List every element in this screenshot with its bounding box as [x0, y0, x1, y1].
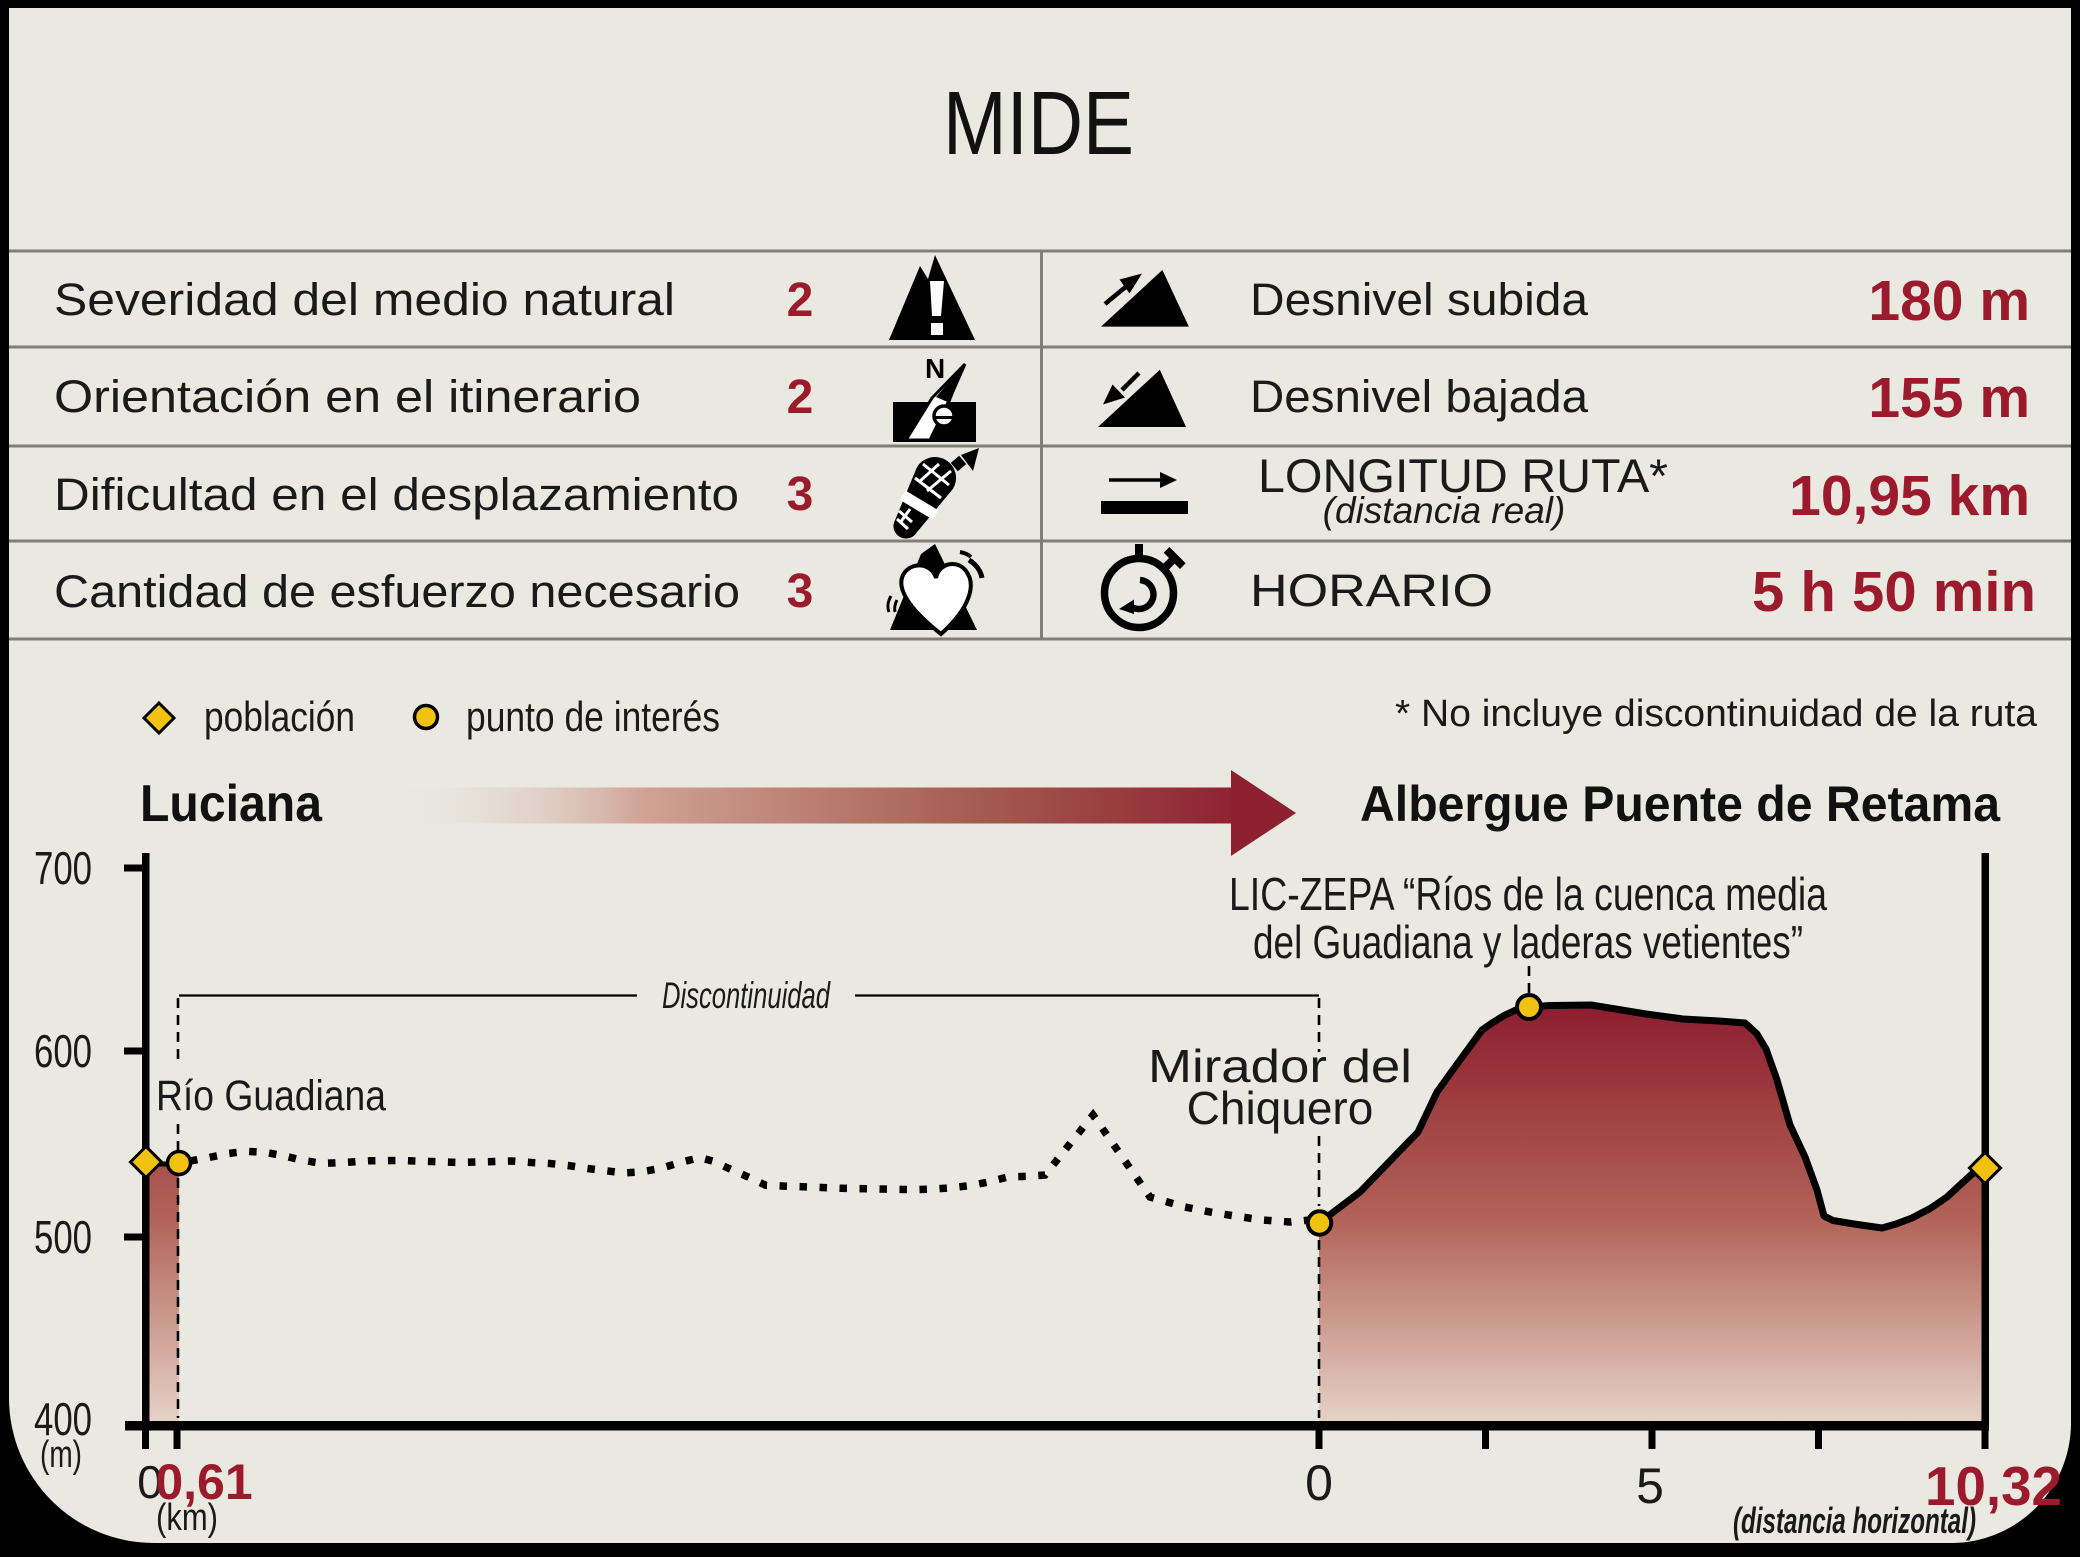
svg-text:700: 700 [34, 842, 92, 894]
svg-text:3: 3 [787, 468, 814, 521]
svg-text:punto de interés: punto de interés [466, 693, 720, 740]
svg-text:(distancia horizontal): (distancia horizontal) [1733, 1500, 1976, 1541]
svg-text:Río Guadiana: Río Guadiana [156, 1072, 386, 1120]
svg-text:3: 3 [787, 565, 814, 618]
svg-text:2: 2 [787, 274, 814, 327]
svg-text:Orientación en el itinerario: Orientación en el itinerario [54, 371, 641, 422]
svg-text:10,95 km: 10,95 km [1789, 464, 2030, 528]
svg-text:5: 5 [1636, 1458, 1664, 1514]
svg-text:0: 0 [137, 1456, 163, 1508]
svg-text:* No incluye discontinuidad de: * No incluye discontinuidad de la ruta [1395, 693, 2038, 735]
svg-text:Severidad del medio natural: Severidad del medio natural [54, 274, 675, 325]
svg-text:Luciana: Luciana [140, 775, 323, 833]
svg-text:Discontinuidad: Discontinuidad [662, 975, 831, 1016]
svg-text:población: población [204, 693, 355, 740]
svg-text:Chiquero: Chiquero [1187, 1082, 1374, 1134]
svg-text:del Guadiana y laderas vetient: del Guadiana y laderas vetientes” [1253, 916, 1803, 968]
svg-text:180 m: 180 m [1868, 269, 2030, 333]
svg-text:MIDE: MIDE [943, 74, 1134, 174]
svg-text:Mirador del: Mirador del [1148, 1040, 1412, 1092]
svg-text:Dificultad en el desplazamient: Dificultad en el desplazamiento [54, 469, 739, 520]
svg-text:5 h 50 min: 5 h 50 min [1752, 560, 2036, 624]
svg-text:HORARIO: HORARIO [1250, 565, 1493, 616]
svg-text:400: 400 [34, 1393, 92, 1445]
svg-text:10,32: 10,32 [1925, 1455, 2062, 1517]
svg-text:500: 500 [34, 1211, 92, 1263]
svg-text:(km): (km) [156, 1497, 218, 1539]
svg-text:0: 0 [1305, 1455, 1333, 1511]
svg-text:Albergue Puente de Retama: Albergue Puente de Retama [1360, 776, 2001, 832]
svg-text:N: N [925, 353, 945, 384]
svg-text:2: 2 [787, 371, 814, 424]
svg-text:(m): (m) [40, 1434, 82, 1476]
svg-text:155 m: 155 m [1868, 366, 2030, 430]
svg-text:LIC-ZEPA “Ríos de la cuenca me: LIC-ZEPA “Ríos de la cuenca media [1229, 868, 1827, 920]
svg-text:LONGITUD RUTA*: LONGITUD RUTA* [1258, 449, 1668, 502]
svg-text:0,61: 0,61 [155, 1454, 252, 1510]
svg-text:(distancia real): (distancia real) [1323, 490, 1566, 531]
svg-text:Desnivel bajada: Desnivel bajada [1250, 371, 1589, 422]
svg-text:Cantidad de esfuerzo necesario: Cantidad de esfuerzo necesario [54, 566, 740, 617]
svg-text:600: 600 [34, 1025, 92, 1077]
svg-text:Desnivel subida: Desnivel subida [1250, 274, 1589, 325]
